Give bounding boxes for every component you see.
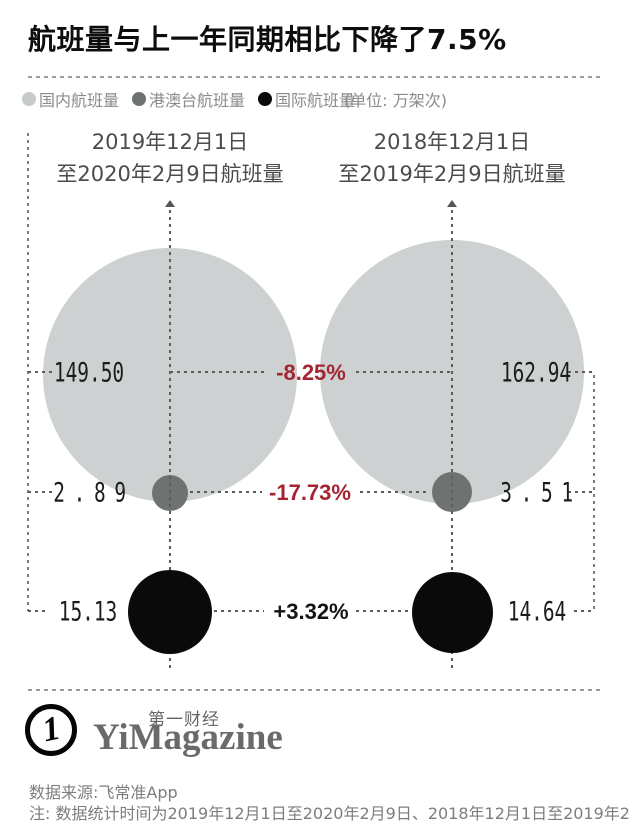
bubble-international-right (412, 572, 493, 653)
bubble-international-left (128, 570, 212, 654)
dashed-connector (356, 610, 410, 612)
legend-dot-hk-mo-tw-icon (132, 92, 147, 106)
data-source: 数据来源:飞常准App (29, 783, 178, 802)
legend-item-international: 国际航班量 (258, 87, 355, 111)
dashed-connector (356, 371, 452, 373)
legend-dot-domestic-icon (22, 92, 36, 106)
dashed-guide-center-left (169, 210, 171, 672)
value-hk-mo-tw-right: 3.51 (500, 477, 582, 509)
brand-name-cn: 第一财经 (148, 710, 220, 730)
dashed-guide-right-edge (593, 375, 595, 611)
column-header-line2: 至2019年2月9日航班量 (338, 162, 566, 186)
column-header-2019-2020: 2019年12月1日 至2020年2月9日航班量 (20, 126, 320, 190)
dashed-guide-center-right (451, 210, 453, 672)
logo-numeral: 1 (38, 709, 64, 750)
legend-unit-note: (单位: 万架次) (344, 91, 448, 110)
dashed-connector (568, 371, 594, 373)
data-note: 注: 数据统计时间为2019年12月1日至2020年2月9日、2018年12月1… (29, 804, 630, 823)
dashed-connector (28, 371, 54, 373)
dashed-connector (214, 610, 264, 612)
bottom-divider (28, 689, 602, 691)
legend-label-hk-mo-tw: 港澳台航班量 (149, 91, 246, 110)
value-hk-mo-tw-left: 2.89 (53, 477, 135, 509)
legend-label-international: 国际航班量 (275, 91, 356, 110)
legend: 国内航班量 港澳台航班量 国际航班量 (单位: 万架次) (22, 87, 447, 111)
legend-label-domestic: 国内航班量 (39, 91, 120, 110)
value-international-right: 14.64 (507, 596, 567, 628)
change-domestic: -8.25% (276, 360, 346, 385)
dashed-connector (28, 610, 48, 612)
value-domestic-left: 149.50 (53, 357, 125, 389)
arrow-up-icon (165, 200, 175, 207)
dashed-connector (28, 491, 54, 493)
column-header-line1: 2019年12月1日 (91, 130, 249, 154)
arrow-up-icon (447, 200, 457, 207)
dashed-connector (170, 371, 266, 373)
dashed-connector (190, 491, 262, 493)
dashed-connector (568, 491, 594, 493)
column-header-line1: 2018年12月1日 (373, 130, 531, 154)
dashed-connector (574, 610, 594, 612)
value-international-left: 15.13 (58, 596, 118, 628)
change-hk-mo-tw: -17.73% (269, 480, 351, 505)
legend-dot-international-icon (258, 92, 273, 106)
yimagazine-logo-icon: 1 (25, 704, 77, 756)
chart-title: 航班量与上一年同期相比下降了7.5% (28, 23, 507, 56)
brand-name-en: YiMagazine (93, 717, 283, 758)
legend-item-domestic: 国内航班量 (22, 87, 119, 111)
column-header-2018-2019: 2018年12月1日 至2019年2月9日航班量 (302, 126, 602, 190)
value-domestic-right: 162.94 (500, 357, 572, 389)
legend-item-hk-mo-tw: 港澳台航班量 (132, 87, 245, 111)
top-divider (28, 76, 602, 78)
column-header-line2: 至2020年2月9日航班量 (56, 162, 284, 186)
change-international: +3.32% (273, 599, 349, 624)
dashed-connector (360, 491, 430, 493)
